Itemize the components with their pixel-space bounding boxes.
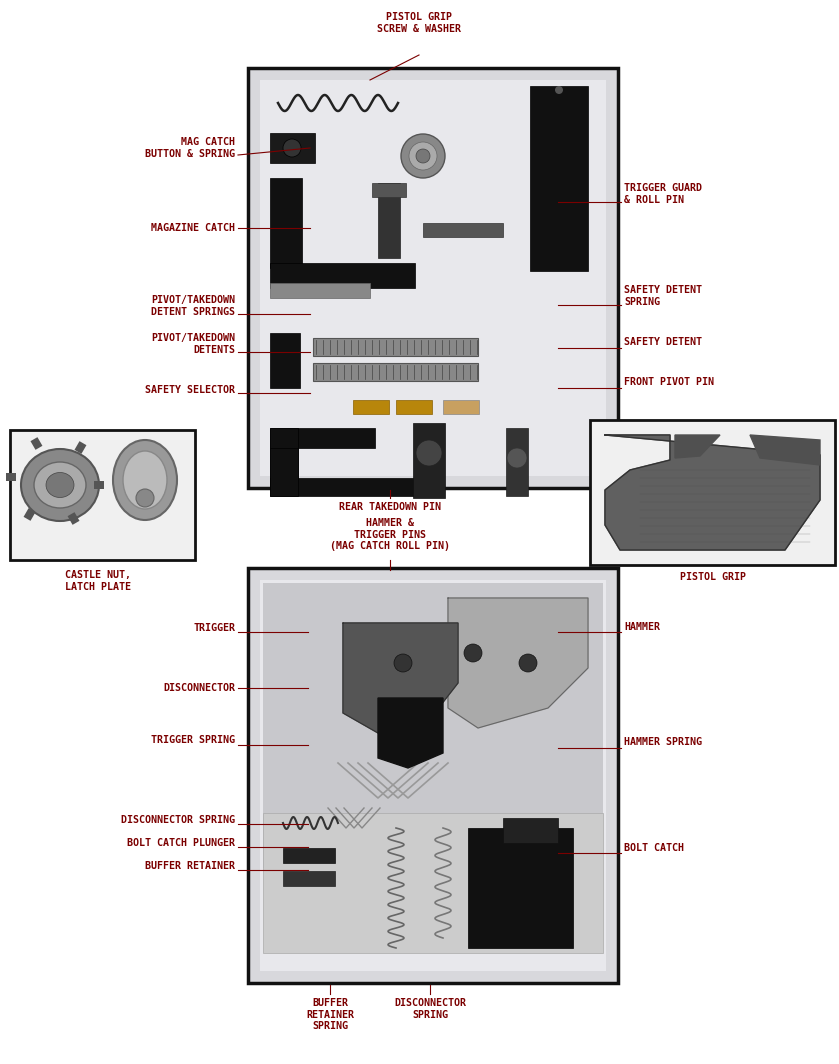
Bar <box>68 512 80 525</box>
Bar <box>270 133 315 163</box>
Ellipse shape <box>409 142 437 170</box>
Bar <box>313 338 478 356</box>
Ellipse shape <box>21 449 99 521</box>
Ellipse shape <box>464 644 482 662</box>
Bar <box>396 400 432 414</box>
Text: FRONT PIVOT PIN: FRONT PIVOT PIN <box>624 377 714 387</box>
Text: BUFFER
RETAINER
SPRING: BUFFER RETAINER SPRING <box>306 998 354 1031</box>
Ellipse shape <box>34 462 86 508</box>
Text: HAMMER &
TRIGGER PINS
(MAG CATCH ROLL PIN): HAMMER & TRIGGER PINS (MAG CATCH ROLL PI… <box>330 518 450 551</box>
Bar <box>270 283 370 298</box>
Bar <box>283 848 335 863</box>
Bar <box>530 86 588 271</box>
Bar <box>270 448 298 496</box>
Bar <box>413 423 445 498</box>
Bar <box>75 442 86 454</box>
Bar <box>270 178 302 268</box>
Text: BOLT CATCH PLUNGER: BOLT CATCH PLUNGER <box>127 838 235 848</box>
Bar <box>590 420 835 565</box>
Bar <box>94 481 104 489</box>
Ellipse shape <box>123 451 167 509</box>
Text: TRIGGER: TRIGGER <box>193 624 235 633</box>
Ellipse shape <box>136 489 154 508</box>
Bar <box>468 828 573 948</box>
Ellipse shape <box>394 654 412 672</box>
Ellipse shape <box>46 472 74 498</box>
Text: MAGAZINE CATCH: MAGAZINE CATCH <box>151 223 235 233</box>
Bar <box>313 363 478 381</box>
Text: MAG CATCH
BUTTON & SPRING: MAG CATCH BUTTON & SPRING <box>145 137 235 159</box>
Ellipse shape <box>507 448 527 468</box>
Ellipse shape <box>519 654 537 672</box>
Bar <box>443 400 479 414</box>
Bar <box>506 428 528 496</box>
Bar <box>10 430 195 560</box>
Polygon shape <box>675 435 720 458</box>
Bar <box>263 813 603 953</box>
Text: HAMMER: HAMMER <box>624 622 660 632</box>
Text: DISCONNECTOR: DISCONNECTOR <box>163 683 235 693</box>
Ellipse shape <box>555 86 563 94</box>
Bar <box>378 183 400 257</box>
Ellipse shape <box>283 139 301 157</box>
Text: DISCONNECTOR
SPRING: DISCONNECTOR SPRING <box>394 998 466 1019</box>
Polygon shape <box>750 435 820 465</box>
Bar <box>270 333 300 388</box>
Ellipse shape <box>416 440 442 466</box>
Bar <box>372 183 406 197</box>
Text: SAFETY DETENT
SPRING: SAFETY DETENT SPRING <box>624 285 702 306</box>
Text: PIVOT/TAKEDOWN
DETENT SPRINGS: PIVOT/TAKEDOWN DETENT SPRINGS <box>151 295 235 317</box>
Polygon shape <box>448 598 588 728</box>
Text: SAFETY DETENT: SAFETY DETENT <box>624 337 702 347</box>
Bar <box>248 68 618 488</box>
Bar <box>423 223 503 237</box>
Text: SAFETY SELECTOR: SAFETY SELECTOR <box>145 385 235 395</box>
Text: HAMMER SPRING: HAMMER SPRING <box>624 737 702 747</box>
Bar <box>503 818 558 843</box>
Text: BOLT CATCH: BOLT CATCH <box>624 843 684 853</box>
Text: BUFFER RETAINER: BUFFER RETAINER <box>145 861 235 871</box>
Text: PISTOL GRIP
SCREW & WASHER: PISTOL GRIP SCREW & WASHER <box>377 12 461 34</box>
Polygon shape <box>605 435 820 550</box>
Bar <box>270 263 415 288</box>
Bar <box>353 400 389 414</box>
Ellipse shape <box>401 134 445 178</box>
Bar <box>248 568 618 983</box>
Bar <box>270 428 298 486</box>
Bar <box>260 580 606 971</box>
Text: TRIGGER GUARD
& ROLL PIN: TRIGGER GUARD & ROLL PIN <box>624 183 702 204</box>
Ellipse shape <box>113 440 177 520</box>
Bar <box>283 871 335 886</box>
Polygon shape <box>378 698 443 768</box>
Bar <box>270 428 375 448</box>
Polygon shape <box>343 624 458 733</box>
Text: PIVOT/TAKEDOWN
DETENTS: PIVOT/TAKEDOWN DETENTS <box>151 333 235 354</box>
Text: PISTOL GRIP: PISTOL GRIP <box>680 572 746 582</box>
Bar <box>30 437 43 450</box>
Text: TRIGGER SPRING: TRIGGER SPRING <box>151 735 235 745</box>
Bar <box>263 583 603 868</box>
Bar <box>6 473 16 481</box>
Text: REAR TAKEDOWN PIN: REAR TAKEDOWN PIN <box>339 502 441 512</box>
Bar <box>23 509 35 521</box>
Bar <box>270 478 415 496</box>
Ellipse shape <box>416 149 430 163</box>
Bar <box>260 80 606 476</box>
Text: DISCONNECTOR SPRING: DISCONNECTOR SPRING <box>121 815 235 825</box>
Text: CASTLE NUT,
LATCH PLATE: CASTLE NUT, LATCH PLATE <box>65 570 131 592</box>
